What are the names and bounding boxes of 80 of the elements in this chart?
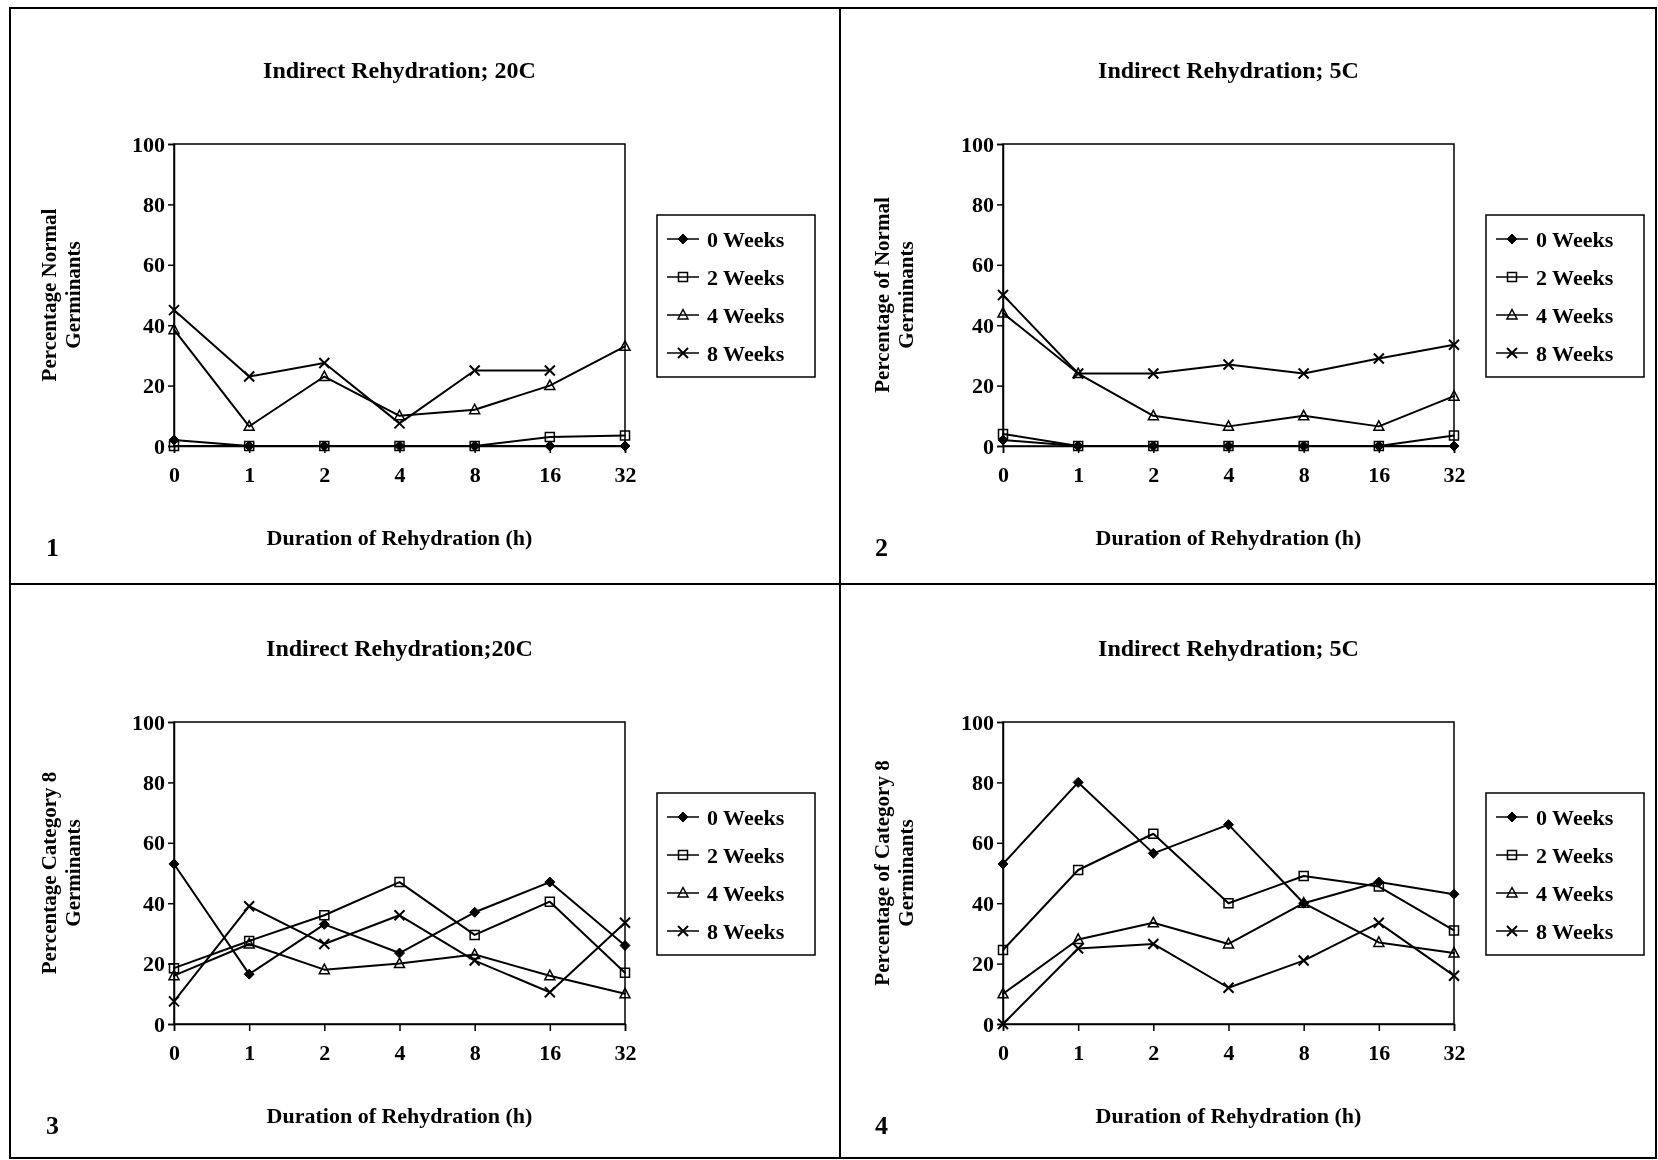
legend-label: 0 Weeks: [707, 805, 785, 830]
legend-label: 8 Weeks: [707, 341, 785, 366]
legend-label: 0 Weeks: [1536, 805, 1614, 830]
y-tick-label: 60: [143, 252, 165, 278]
x-tick-label: 32: [614, 1040, 637, 1066]
x-tick-label: 16: [1368, 462, 1391, 488]
y-tick-label: 40: [143, 312, 165, 338]
y-tick-label: 0: [154, 1011, 165, 1037]
x-tick-label: 1: [1073, 1040, 1085, 1066]
x-tick-label: 16: [539, 462, 562, 488]
legend-label: 8 Weeks: [1536, 341, 1614, 366]
y-tick-label: 80: [143, 191, 165, 217]
x-tick-label: 8: [469, 462, 481, 488]
text: 2: [875, 533, 888, 562]
x-axis-title: Duration of Rehydration (h): [266, 1103, 533, 1128]
legend-label: 8 Weeks: [707, 919, 785, 944]
x-tick-label: 2: [319, 1040, 331, 1066]
y-axis-title: Percentage of Category 8 Germinants: [870, 760, 918, 986]
x-tick-label: 4: [394, 1040, 406, 1066]
x-tick-label: 8: [1298, 462, 1310, 488]
x-tick-label: 2: [319, 462, 331, 488]
y-tick-label: 20: [143, 373, 165, 399]
legend-label: 8 Weeks: [1536, 919, 1614, 944]
text: 3: [46, 1111, 59, 1140]
y-tick-label: 100: [132, 131, 165, 157]
y-tick-label: 100: [961, 709, 994, 735]
legend-label: 4 Weeks: [707, 881, 785, 906]
x-tick-label: 4: [1223, 462, 1235, 488]
y-tick-label: 80: [143, 769, 165, 795]
chart-title: Indirect Rehydration;20C: [266, 635, 533, 661]
chart-title: Indirect Rehydration; 5C: [1098, 635, 1359, 661]
y-tick-label: 40: [972, 312, 994, 338]
x-axis-title: Duration of Rehydration (h): [1095, 1103, 1362, 1128]
y-axis-title: Percentage Normal Germinants: [37, 208, 85, 382]
legend-label: 0 Weeks: [1536, 227, 1614, 252]
x-axis-title: Duration of Rehydration (h): [1095, 525, 1362, 550]
x-tick-label: 8: [1298, 1040, 1310, 1066]
y-tick-label: 80: [972, 191, 994, 217]
legend-label: 4 Weeks: [1536, 303, 1614, 328]
x-tick-label: 16: [1368, 1040, 1391, 1066]
legend-label: 4 Weeks: [707, 303, 785, 328]
y-tick-label: 0: [983, 433, 994, 459]
x-tick-label: 2: [1148, 1040, 1160, 1066]
x-tick-label: 4: [394, 462, 406, 488]
y-tick-label: 40: [972, 890, 994, 916]
x-tick-label: 8: [469, 1040, 481, 1066]
legend-label: 2 Weeks: [1536, 843, 1614, 868]
y-tick-label: 20: [143, 951, 165, 977]
x-tick-label: 2: [1148, 462, 1160, 488]
y-tick-label: 20: [972, 951, 994, 977]
y-tick-label: 100: [961, 131, 994, 157]
legend-label: 4 Weeks: [1536, 881, 1614, 906]
y-tick-label: 20: [972, 373, 994, 399]
x-tick-label: 1: [244, 462, 256, 488]
y-tick-label: 80: [972, 769, 994, 795]
legend-label: 0 Weeks: [707, 227, 785, 252]
y-tick-label: 40: [143, 890, 165, 916]
text: 4: [875, 1111, 888, 1140]
y-tick-label: 60: [143, 830, 165, 856]
y-tick-label: 0: [154, 433, 165, 459]
y-tick-label: 0: [983, 1011, 994, 1037]
x-tick-label: 4: [1223, 1040, 1235, 1066]
x-axis-title: Duration of Rehydration (h): [266, 525, 533, 550]
y-axis-title: Percentage of Normal Germinants: [870, 197, 918, 393]
y-axis-title: Percentage Category 8 Germinants: [37, 771, 85, 975]
x-tick-label: 1: [244, 1040, 256, 1066]
x-tick-label: 32: [1443, 462, 1466, 488]
y-tick-label: 60: [972, 830, 994, 856]
chart-title: Indirect Rehydration; 20C: [263, 57, 536, 83]
text: 1: [46, 533, 59, 562]
x-tick-label: 32: [614, 462, 637, 488]
chart-title: Indirect Rehydration; 5C: [1098, 57, 1359, 83]
x-tick-label: 16: [539, 1040, 562, 1066]
legend-label: 2 Weeks: [1536, 265, 1614, 290]
x-tick-label: 1: [1073, 462, 1085, 488]
legend-label: 2 Weeks: [707, 265, 785, 290]
legend-label: 2 Weeks: [707, 843, 785, 868]
y-tick-label: 100: [132, 709, 165, 735]
x-tick-label: 32: [1443, 1040, 1466, 1066]
y-tick-label: 60: [972, 252, 994, 278]
